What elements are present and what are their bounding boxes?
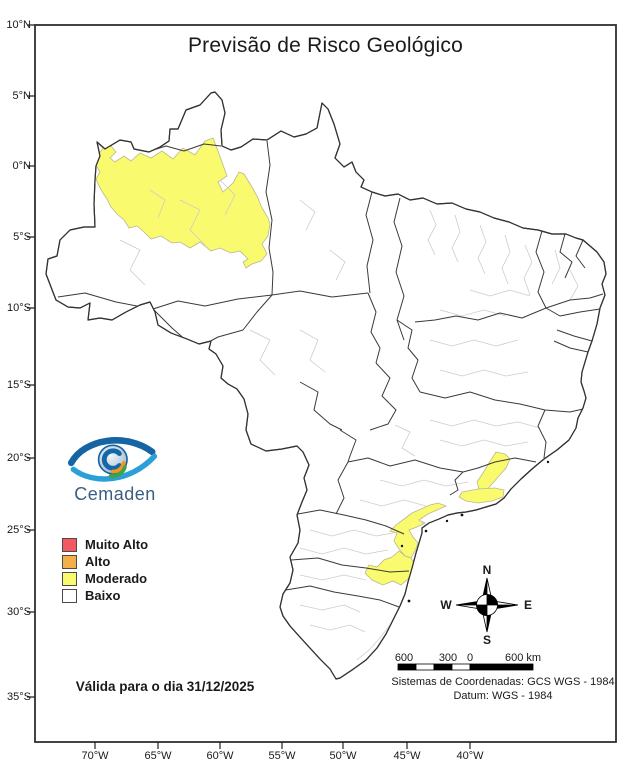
lon-label-70w: 70°W [81, 750, 109, 762]
muito-alto-swatch [62, 537, 77, 552]
legend-item-muito-alto: Muito Alto [62, 536, 148, 553]
scale-label-300: 300 [438, 652, 458, 664]
lon-label-40w: 40°W [456, 750, 484, 762]
compass-west-label: W [440, 598, 452, 612]
legend-item-moderado: Moderado [62, 570, 148, 587]
lon-label-65w: 65°W [144, 750, 172, 762]
risk-region-rj-litoral [458, 487, 505, 504]
compass-east-label: E [523, 598, 532, 612]
legend-item-baixo: Baixo [62, 587, 148, 604]
state-boundaries [57, 140, 604, 608]
risk-legend: Muito Alto Alto Moderado Baixo [62, 536, 148, 604]
lat-label-5s: 5°S [13, 231, 31, 243]
lat-label-15s: 15°S [7, 379, 31, 391]
lat-label-10s: 10°S [7, 302, 31, 314]
lat-label-30s: 30°S [7, 606, 31, 618]
lat-label-25s: 25°S [7, 524, 31, 536]
compass-north-label: N [482, 563, 492, 577]
alto-label: Alto [85, 554, 111, 569]
moderado-label: Moderado [85, 571, 148, 586]
lon-label-60w: 60°W [206, 750, 234, 762]
map-frame [34, 24, 617, 743]
scale-label-600km: 600 km [504, 652, 542, 664]
cemaden-logo-text: Cemaden [74, 484, 156, 504]
risk-region-amazonas [95, 137, 271, 269]
lat-label-10n: 10°N [6, 19, 31, 31]
legend-item-alto: Alto [62, 553, 148, 570]
lon-label-45w: 45°W [393, 750, 421, 762]
lat-label-0n: 0°N [12, 160, 31, 172]
cemaden-eye-icon [67, 437, 158, 482]
scale-label-600-left: 600 [394, 652, 414, 664]
moderado-swatch [62, 571, 77, 586]
municipal-boundaries [119, 179, 579, 661]
lat-label-20s: 20°S [7, 452, 31, 464]
alto-swatch [62, 554, 77, 569]
coastal-islands [400, 460, 550, 603]
baixo-label: Baixo [85, 588, 121, 603]
scale-bar [397, 663, 534, 671]
validity-date-text: Válida para o dia 31/12/2025 [75, 679, 255, 694]
muito-alto-label: Muito Alto [85, 537, 149, 552]
lon-label-50w: 50°W [329, 750, 357, 762]
coastline-stroke [45, 91, 607, 680]
datum-text: Datum: WGS - 1984 [453, 690, 553, 702]
axis-ticks [27, 24, 471, 749]
cemaden-logo: Cemaden [60, 430, 170, 505]
lat-label-35s: 35°S [7, 691, 31, 703]
risk-region-rj-serrana [476, 451, 511, 492]
baixo-swatch [62, 588, 77, 603]
page-title: Previsão de Risco Geológico [187, 34, 464, 57]
coordinate-system-text: Sistemas de Coordenadas: GCS WGS - 1984 [391, 676, 615, 688]
compass-rose-icon [455, 577, 519, 633]
risk-regions-moderado [95, 137, 511, 586]
compass-south-label: S [482, 633, 491, 647]
scale-label-0: 0 [466, 652, 474, 664]
lat-label-5n: 5°N [12, 90, 31, 102]
lon-label-55w: 55°W [268, 750, 296, 762]
